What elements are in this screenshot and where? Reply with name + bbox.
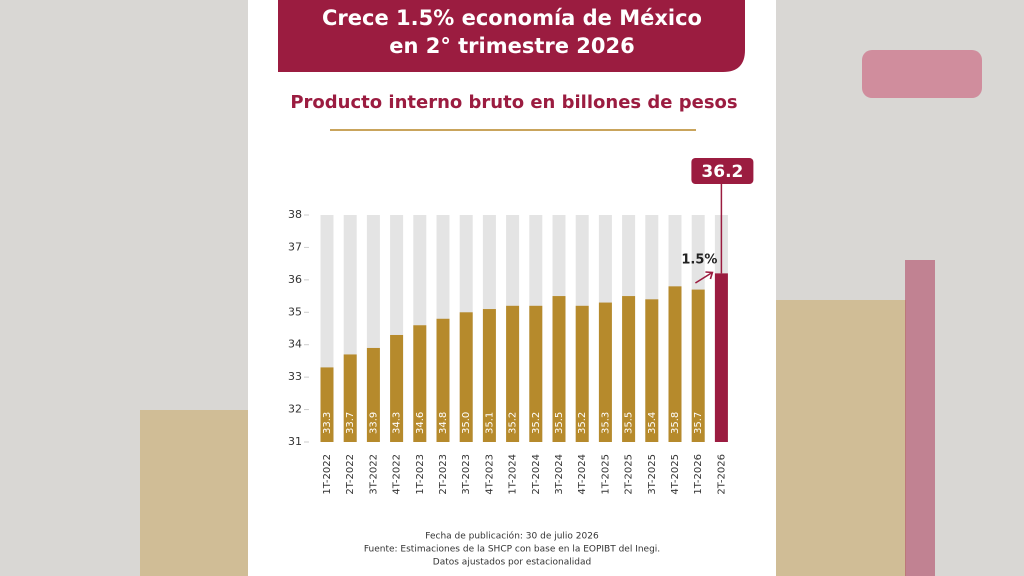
bar bbox=[390, 334, 404, 442]
blurred-bars bbox=[776, 300, 906, 576]
y-tick-label: 31 bbox=[288, 435, 302, 448]
value-label: 35.5 bbox=[554, 412, 565, 434]
annotation: 1.5% bbox=[681, 253, 717, 268]
y-tick-label: 32 bbox=[288, 403, 302, 416]
value-label: 34.6 bbox=[415, 412, 426, 434]
x-tick-label: 1T-2024 bbox=[508, 454, 519, 495]
footnote: Datos ajustados por estacionalidad bbox=[433, 558, 591, 568]
bar bbox=[343, 354, 357, 442]
y-tick-label: 36 bbox=[288, 273, 302, 286]
bar bbox=[366, 347, 380, 442]
y-tick-label: 38 bbox=[288, 208, 302, 221]
x-tick-label: 1T-2025 bbox=[600, 454, 611, 495]
value-label: 33.3 bbox=[322, 412, 333, 434]
value-label: 35.3 bbox=[600, 412, 611, 434]
bar bbox=[320, 367, 334, 442]
title-banner bbox=[278, 0, 745, 72]
value-label: 33.9 bbox=[368, 412, 379, 434]
y-tick-label: 35 bbox=[288, 305, 302, 318]
chart-title: en 2° trimestre 2026 bbox=[389, 34, 635, 58]
bar bbox=[691, 289, 705, 442]
y-tick-label: 37 bbox=[288, 240, 302, 253]
value-label: 35.5 bbox=[624, 412, 635, 434]
bar bbox=[714, 273, 728, 442]
x-tick-label: 2T-2025 bbox=[624, 454, 635, 495]
value-label: 35.8 bbox=[670, 412, 681, 434]
x-tick-label: 1T-2026 bbox=[693, 454, 704, 495]
x-tick-label: 4T-2023 bbox=[484, 454, 495, 495]
bar bbox=[529, 305, 543, 442]
bar bbox=[645, 299, 659, 442]
value-label: 35.2 bbox=[531, 412, 542, 434]
x-tick-label: 3T-2023 bbox=[461, 454, 472, 495]
x-tick-label: 3T-2024 bbox=[554, 454, 565, 495]
x-tick-label: 4T-2024 bbox=[577, 454, 588, 495]
blurred-bars bbox=[140, 410, 248, 576]
chart-title: Crece 1.5% economía de México bbox=[322, 6, 702, 30]
value-label: 35.7 bbox=[693, 412, 704, 434]
bar bbox=[482, 309, 496, 442]
x-tick-label: 3T-2025 bbox=[647, 454, 658, 495]
value-label: 35.0 bbox=[461, 412, 472, 434]
bar bbox=[575, 305, 589, 442]
value-label: 35.4 bbox=[647, 412, 658, 434]
chart-subtitle: Producto interno bruto en billones de pe… bbox=[290, 92, 737, 113]
y-tick-label: 33 bbox=[288, 370, 302, 383]
bar bbox=[668, 286, 682, 442]
value-label: 34.3 bbox=[392, 412, 403, 434]
x-tick-label: 1T-2023 bbox=[415, 454, 426, 495]
bar bbox=[622, 296, 636, 442]
y-tick-label: 34 bbox=[288, 338, 302, 351]
value-label: 36.2 bbox=[701, 162, 743, 182]
value-label: 33.7 bbox=[345, 412, 356, 434]
x-tick-label: 2T-2026 bbox=[716, 454, 727, 495]
bar bbox=[459, 312, 473, 442]
value-label: 35.2 bbox=[577, 412, 588, 434]
x-tick-label: 2T-2023 bbox=[438, 454, 449, 495]
bar bbox=[436, 318, 450, 442]
footnote: Fecha de publicación: 30 de julio 2026 bbox=[425, 531, 599, 542]
blurred-bar bbox=[905, 260, 935, 576]
x-tick-label: 1T-2022 bbox=[322, 454, 333, 495]
bar bbox=[598, 302, 612, 442]
x-tick-label: 2T-2022 bbox=[345, 454, 356, 495]
value-label: 35.2 bbox=[508, 412, 519, 434]
x-tick-label: 4T-2022 bbox=[392, 454, 403, 495]
bar bbox=[506, 305, 520, 442]
bar bbox=[413, 325, 427, 442]
value-label: 34.8 bbox=[438, 412, 449, 434]
x-tick-label: 4T-2025 bbox=[670, 454, 681, 495]
annotation-arrow bbox=[694, 271, 714, 284]
blurred-label bbox=[862, 50, 982, 98]
x-tick-label: 2T-2024 bbox=[531, 454, 542, 495]
callout-box bbox=[691, 158, 754, 184]
footnote: Fuente: Estimaciones de la SHCP con base… bbox=[364, 545, 660, 555]
value-label: 35.1 bbox=[484, 412, 495, 434]
bar bbox=[552, 296, 566, 442]
x-tick-label: 3T-2022 bbox=[368, 454, 379, 495]
